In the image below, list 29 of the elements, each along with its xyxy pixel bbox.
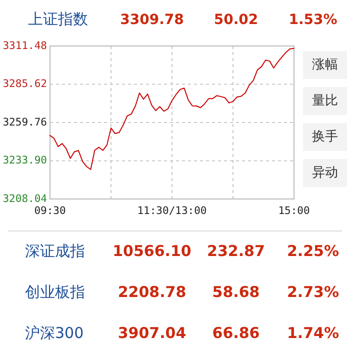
- text: 量比: [312, 94, 338, 109]
- y-tick-label: 3259.76: [2, 116, 47, 128]
- text: 深证成指: [25, 242, 85, 260]
- text: 58.68: [212, 283, 260, 302]
- chart-title: 上证指数: [28, 10, 88, 28]
- text: 涨幅: [312, 58, 338, 73]
- text: 沪深300: [25, 324, 84, 342]
- text: 创业板指: [25, 283, 85, 302]
- text: 3309.78: [120, 12, 184, 28]
- y-tick-label: 3285.62: [2, 78, 47, 90]
- text: 异动: [312, 166, 338, 181]
- y-tick-label: 3208.04: [2, 192, 47, 205]
- text: 10566.10: [112, 242, 192, 260]
- text: 66.86: [212, 324, 260, 342]
- text: 50.02: [214, 12, 258, 28]
- line-series: [50, 48, 294, 170]
- text: 3907.04: [118, 324, 186, 342]
- x-tick-label: 11:30/13:00: [137, 204, 207, 217]
- text: 1.53%: [288, 12, 338, 28]
- x-tick-label: 15:00: [278, 204, 310, 217]
- text: 换手: [312, 130, 338, 145]
- x-tick-label: 09:30: [34, 204, 66, 217]
- y-tick-label: 3311.48: [2, 40, 47, 52]
- text: 232.87: [207, 242, 265, 260]
- text: 1.74%: [286, 324, 340, 342]
- text: 2.25%: [286, 242, 340, 260]
- text: 2.73%: [286, 283, 340, 302]
- y-tick-label: 3233.90: [2, 154, 47, 167]
- text: 2208.78: [118, 283, 186, 302]
